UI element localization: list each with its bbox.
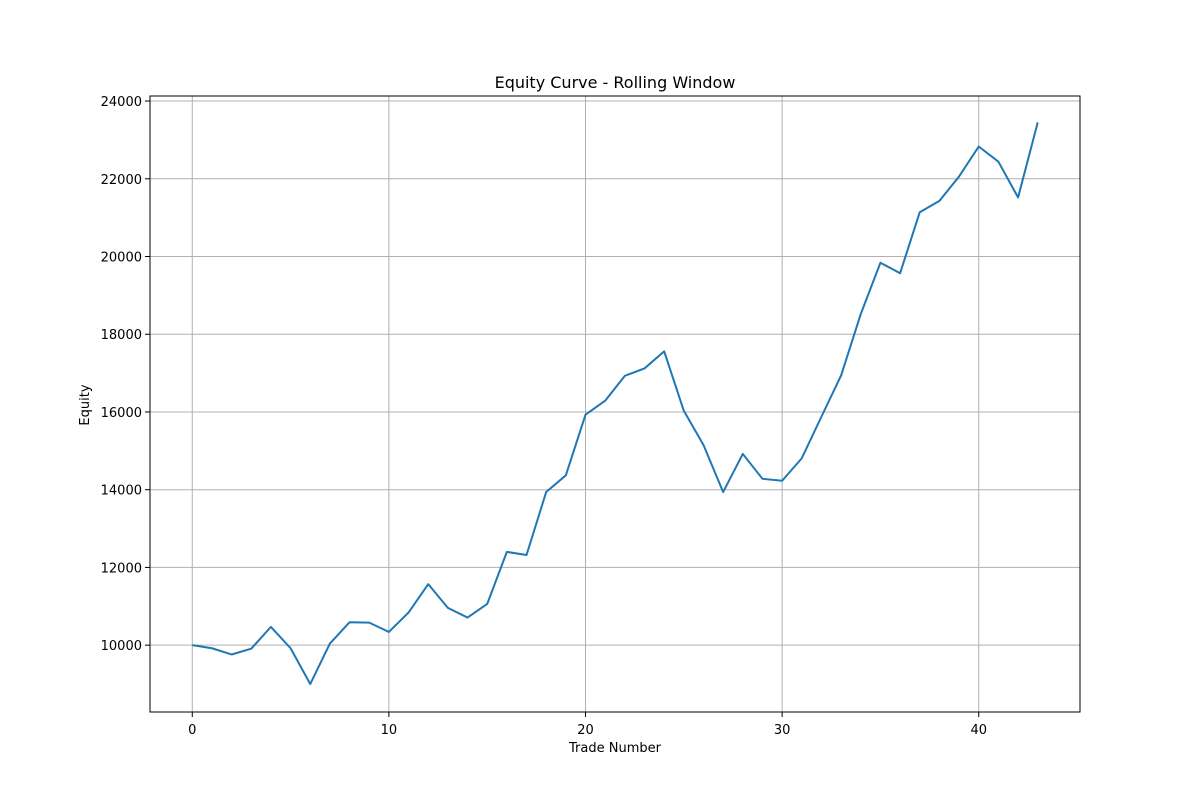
x-tick-label: 0 bbox=[188, 723, 196, 738]
y-tick-label: 14000 bbox=[101, 484, 142, 499]
y-tick-label: 18000 bbox=[101, 328, 142, 343]
x-tick-label: 10 bbox=[381, 723, 398, 738]
x-tick-label: 30 bbox=[774, 723, 791, 738]
plot-frame bbox=[149, 95, 1081, 713]
y-tick-label: 12000 bbox=[101, 561, 142, 576]
x-tick-label: 20 bbox=[577, 723, 594, 738]
x-tick-label: 40 bbox=[970, 723, 987, 738]
chart-title: Equity Curve - Rolling Window bbox=[495, 73, 736, 92]
y-tick-label: 24000 bbox=[101, 95, 142, 110]
equity-line bbox=[192, 122, 1039, 686]
x-axis-ticks: 0 10 20 30 40 bbox=[188, 712, 987, 738]
y-tick-label: 10000 bbox=[101, 639, 142, 654]
y-axis-label: Equity bbox=[78, 384, 93, 425]
y-tick-label: 20000 bbox=[101, 251, 142, 266]
y-tick-label: 22000 bbox=[101, 173, 142, 188]
x-axis-label: Trade Number bbox=[568, 741, 662, 756]
series-group bbox=[192, 122, 1039, 686]
grid-lines bbox=[150, 96, 1080, 712]
y-axis-ticks: 10000 12000 14000 16000 18000 20000 22000 24000 bbox=[101, 95, 150, 654]
y-tick-label: 16000 bbox=[101, 406, 142, 421]
